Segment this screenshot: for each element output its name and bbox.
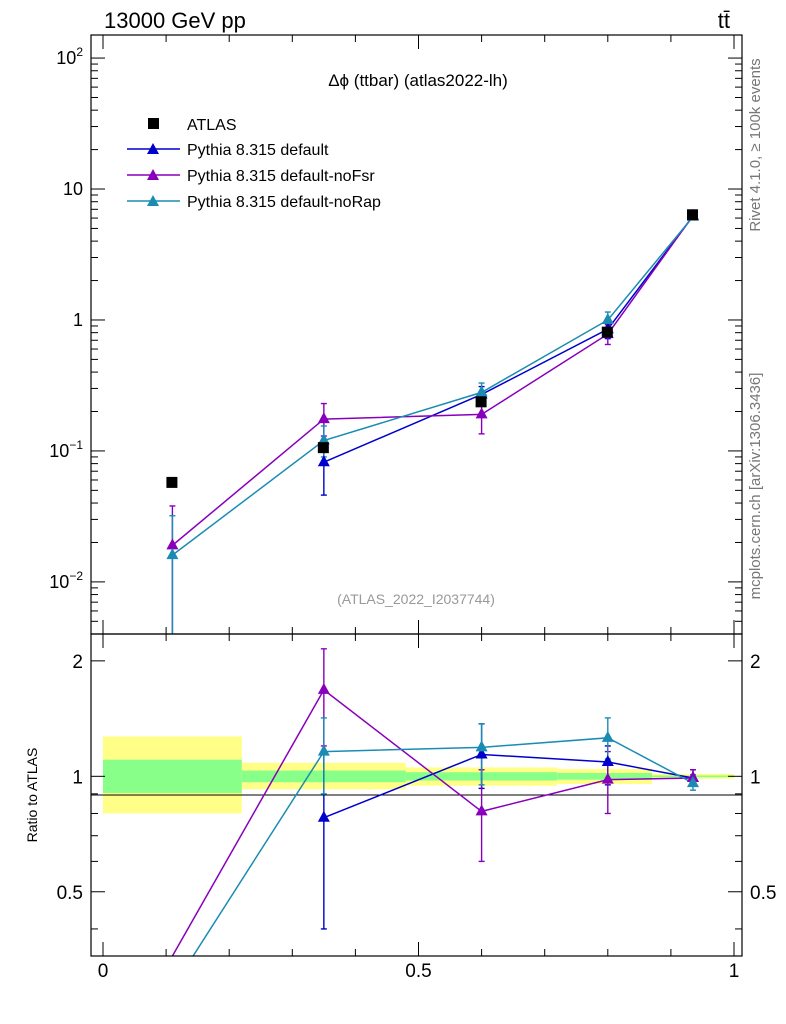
series-point	[166, 548, 179, 560]
mcplots-label: mcplots.cern.ch [arXiv:1306.3436]	[747, 373, 764, 600]
main-markers	[166, 208, 699, 560]
data-point	[166, 476, 178, 488]
data-point	[686, 209, 698, 221]
legend-marker-atlas	[148, 118, 159, 129]
ratio-tick-label-right: 0.5	[750, 883, 776, 904]
legend-label-default: Pythia 8.315 default	[187, 142, 329, 159]
ratio-point	[475, 747, 488, 759]
ratio-point	[601, 754, 614, 766]
ratio-markers	[317, 682, 699, 822]
ratio-ylabel: Ratio to ATLAS	[24, 748, 40, 843]
ratio-point	[317, 744, 330, 756]
legend-marker-norap	[147, 195, 159, 206]
series-point	[475, 385, 488, 397]
series-line	[323, 215, 694, 463]
legend: ATLAS Pythia 8.315 default Pythia 8.315 …	[127, 117, 381, 211]
ratio-panel: 2 2 1 1 0.5 0.5 0 0.5 1 Ratio to ATLAS	[24, 633, 776, 982]
ratio-frame	[90, 633, 743, 957]
series-point	[317, 433, 330, 445]
y-tick-label: 102	[56, 45, 83, 68]
legend-label-nofsr: Pythia 8.315 default-noFsr	[187, 168, 375, 185]
y-tick-exponent: −2	[69, 569, 83, 583]
data-point	[317, 442, 329, 454]
ratio-point	[475, 804, 488, 816]
ratio-series-line	[323, 753, 694, 819]
ratio-tick-label-right: 2	[750, 652, 761, 673]
series-point	[317, 455, 330, 467]
series-point	[601, 312, 614, 324]
ratio-series-line	[171, 688, 693, 956]
y-tick-label: 10−1	[49, 438, 83, 461]
header-right: tt̄	[718, 8, 730, 33]
ratio-ticks: 2 2 1 1 0.5 0.5 0 0.5 1	[57, 634, 776, 982]
ratio-tick-label: 0.5	[57, 883, 83, 904]
main-panel: 102 10 1 10−1 10−2 Δϕ (ttbar) (atlas2022-lh)…	[49, 34, 743, 635]
ratio-point	[601, 772, 614, 784]
series-point	[166, 538, 179, 550]
ratio-point	[686, 776, 699, 788]
ratio-point	[317, 810, 330, 822]
x-tick-label: 0.5	[405, 961, 431, 982]
data-point	[601, 326, 613, 338]
ratio-tick-label: 1	[72, 767, 83, 788]
analysis-label: (ATLAS_2022_I2037744)	[337, 591, 495, 607]
x-tick-label: 1	[729, 961, 740, 982]
legend-marker-default	[147, 143, 159, 154]
rivet-label: Rivet 4.1.0, ≥ 100k events	[747, 58, 764, 231]
legend-label-atlas: ATLAS	[187, 117, 237, 134]
x-tick-label: 0	[98, 961, 109, 982]
ratio-point	[317, 682, 330, 694]
ratio-tick-label-right: 1	[750, 767, 761, 788]
series-point	[475, 407, 488, 419]
ratio-band-inner	[557, 773, 652, 780]
ratio-band-inner	[103, 759, 242, 793]
ratio-point	[475, 740, 488, 752]
header-left: 13000 GeV pp	[104, 8, 246, 33]
y-tick-label: 1	[73, 310, 83, 330]
data-point	[475, 396, 487, 408]
ratio-series-lines	[171, 688, 694, 956]
series-point	[317, 412, 330, 424]
y-tick-exponent: 2	[76, 45, 83, 59]
y-tick-exponent: −1	[69, 438, 83, 452]
y-tick-label: 10	[63, 179, 83, 199]
ratio-tick-label: 2	[72, 652, 83, 673]
legend-label-norap: Pythia 8.315 default-noRap	[187, 194, 381, 211]
ratio-bands	[103, 736, 734, 814]
legend-marker-nofsr	[147, 169, 159, 180]
ratio-point	[601, 730, 614, 742]
chart-title: Δϕ (ttbar) (atlas2022-lh)	[328, 71, 508, 90]
y-tick-label: 10−2	[49, 569, 83, 592]
